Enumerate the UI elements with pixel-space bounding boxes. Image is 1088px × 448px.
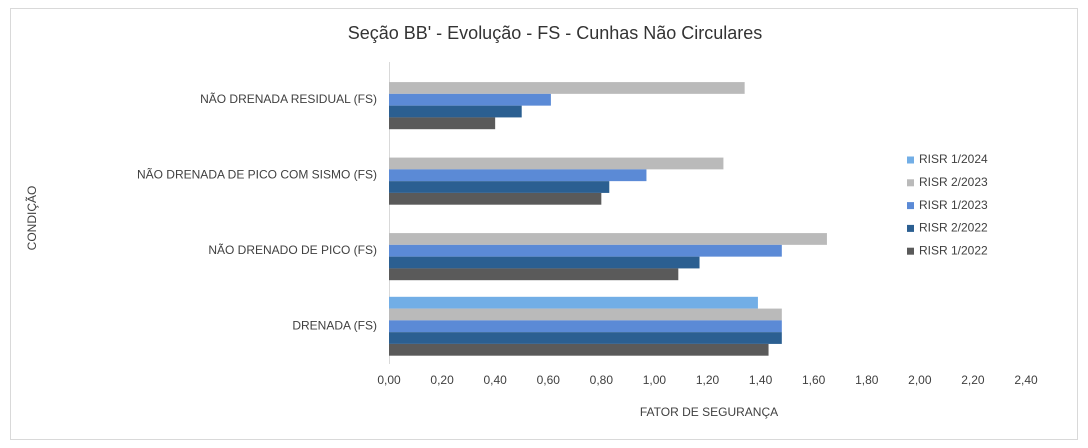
chart-frame [10,8,1078,440]
bar [389,268,679,281]
y-tick-label: NÃO DRENADO DE PICO (FS) [208,243,377,257]
x-tick-label: 0,20 [430,373,454,387]
x-tick-label: 1,60 [802,373,826,387]
x-tick-label: 1,40 [749,373,773,387]
bar [389,117,496,130]
bar [389,105,522,118]
bar [389,192,602,205]
bar [389,308,782,321]
y-tick-label: NÃO DRENADA RESIDUAL (FS) [200,92,377,106]
bar [389,320,782,333]
legend-swatch [907,202,914,210]
x-tick-label: 2,20 [961,373,985,387]
x-tick-label: 1,80 [855,373,879,387]
y-tick-label: DRENADA (FS) [292,318,377,332]
x-axis-label: FATOR DE SEGURANÇA [640,405,778,419]
legend-label: RISR 1/2022 [919,243,988,257]
bar [389,157,724,170]
bar [389,233,827,245]
legend-label: RISR 2/2022 [919,221,988,235]
bar [389,181,610,193]
legend-swatch [907,247,914,255]
legend-label: RISR 1/2024 [919,152,988,166]
bar [389,256,700,269]
bar [389,332,782,344]
bar [389,169,647,182]
x-tick-label: 0,60 [537,373,561,387]
legend-label: RISR 2/2023 [919,175,988,189]
x-tick-label: 0,40 [483,373,507,387]
x-tick-label: 2,00 [908,373,932,387]
y-axis-label: CONDIÇÃO [25,186,39,251]
bar [389,343,769,356]
legend-swatch [907,224,914,232]
x-tick-label: 0,80 [590,373,614,387]
x-tick-label: 1,00 [643,373,667,387]
bar [389,82,745,94]
y-tick-label: NÃO DRENADA DE PICO COM SISMO (FS) [137,167,377,181]
chart-title: Seção BB' - Evolução - FS - Cunhas Não C… [348,23,763,43]
x-tick-label: 2,40 [1014,373,1038,387]
bar [389,244,782,257]
bar [389,296,758,309]
x-tick-label: 1,20 [696,373,720,387]
x-tick-label: 0,00 [377,373,401,387]
bar [389,93,551,106]
legend-label: RISR 1/2023 [919,198,988,212]
legend-swatch [907,156,914,164]
legend-swatch [907,179,914,187]
